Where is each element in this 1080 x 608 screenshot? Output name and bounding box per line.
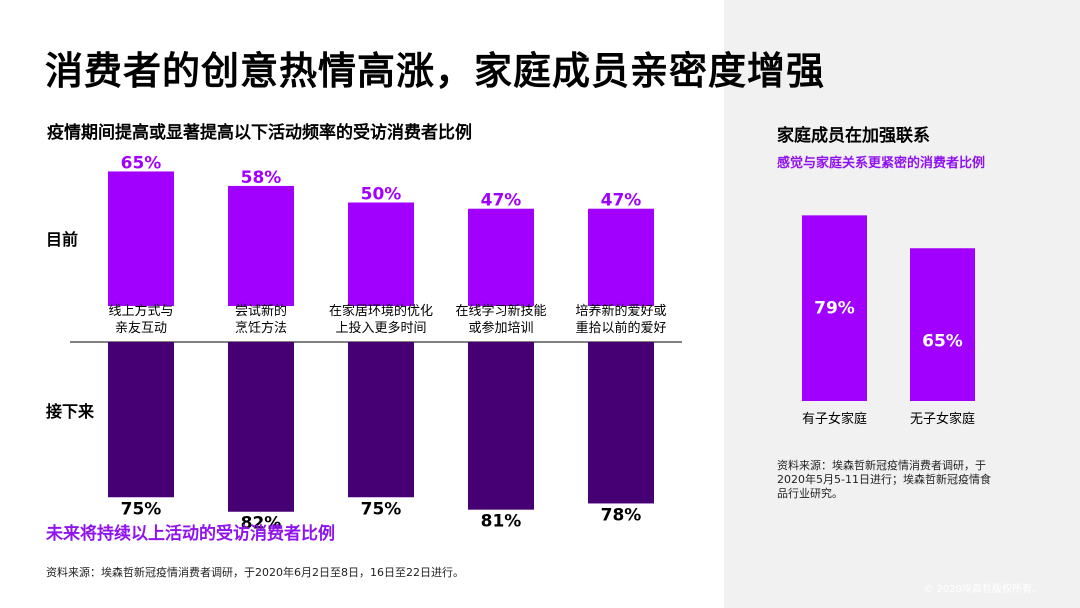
bar-next-label: 78% <box>601 505 642 525</box>
right-source-line-2: 2020年5月5-11日进行；埃森哲新冠疫情食 <box>777 473 991 486</box>
bar-now <box>348 202 414 306</box>
left-source: 资料来源：埃森哲新冠疫情消费者调研，于2020年6月2日至8日，16日至22日进… <box>46 566 464 579</box>
bar-now-label: 58% <box>241 168 282 188</box>
row-label-next: 接下来 <box>46 402 95 421</box>
right-source-line-1: 资料来源：埃森哲新冠疫情消费者调研，于 <box>777 459 986 472</box>
bar-now-label: 50% <box>361 185 402 205</box>
bar-next-label: 75% <box>361 499 402 519</box>
bar-next <box>348 342 414 498</box>
bar-now <box>588 208 654 306</box>
right-panel <box>724 0 1080 608</box>
bar-next <box>588 342 654 504</box>
category-label: 上投入更多时间 <box>335 320 426 336</box>
bar-now-label: 47% <box>601 191 642 211</box>
bar-family <box>802 215 867 401</box>
copyright: © 2020埃森哲版权所有。 <box>923 584 1042 595</box>
right-subtitle: 感觉与家庭关系更紧密的消费者比例 <box>777 156 986 171</box>
category-label: 重拾以前的爱好 <box>575 320 666 336</box>
category-label: 在家居环境的优化 <box>329 303 433 319</box>
bar-next <box>228 342 294 512</box>
bar-family-label: 65% <box>922 331 963 351</box>
bar-next-label: 82% <box>241 514 282 534</box>
left-chart-title: 疫情期间提高或显著提高以下活动频率的受访消费者比例 <box>47 123 472 143</box>
bar-family-label: 79% <box>814 298 855 318</box>
bottom-caption: 未来将持续以上活动的受访消费者比例 <box>46 524 335 544</box>
bar-now <box>108 171 174 306</box>
right-source: 资料来源：埃森哲新冠疫情消费者调研，于 2020年5月5-11日进行；埃森哲新冠… <box>777 459 991 501</box>
category-label: 有子女家庭 <box>802 411 867 427</box>
bar-next <box>468 342 534 510</box>
bar-now <box>228 185 294 306</box>
category-label: 烹饪方法 <box>235 320 287 336</box>
category-label: 或参加培训 <box>468 320 533 336</box>
bar-next-label: 75% <box>121 499 162 519</box>
category-label: 线上方式与 <box>108 303 173 319</box>
bar-next <box>108 342 174 498</box>
category-label: 尝试新的 <box>235 303 287 319</box>
category-label: 培养新的爱好或 <box>575 303 666 319</box>
bar-now-label: 65% <box>121 153 162 173</box>
page-title: 消费者的创意热情高涨，家庭成员亲密度增强 <box>45 49 826 93</box>
row-label-now: 目前 <box>46 230 79 249</box>
category-label: 亲友互动 <box>115 320 167 336</box>
right-title: 家庭成员在加强联系 <box>777 126 930 146</box>
category-label: 在线学习新技能 <box>455 303 546 319</box>
bar-family <box>910 248 975 401</box>
category-label: 无子女家庭 <box>910 411 975 427</box>
right-source-line-3: 品行业研究。 <box>777 487 843 500</box>
bar-now-label: 47% <box>481 191 522 211</box>
bar-now <box>468 208 534 306</box>
bar-next-label: 81% <box>481 512 522 532</box>
